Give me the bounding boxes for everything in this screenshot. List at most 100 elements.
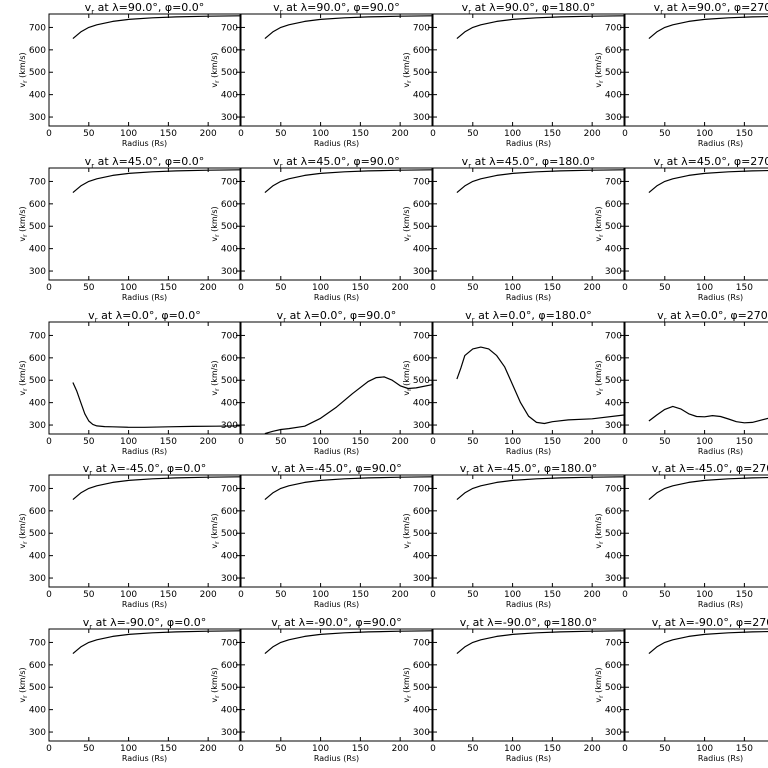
x-axis-label: Radius (Rs) <box>314 754 359 763</box>
y-axis-label: vr (km/s) <box>594 513 605 548</box>
panel-title: vr at λ=90.0°, φ=180.0° <box>462 1 596 16</box>
panel-9: vr at λ=0.0°, φ=0.0° 0 50 100 150 200 300 400 50… <box>18 309 241 456</box>
x-tick-label: 50 <box>83 744 95 754</box>
x-tick-label: 150 <box>160 590 177 600</box>
x-tick-label: 200 <box>392 744 409 754</box>
panel-title: vr at λ=45.0°, φ=90.0° <box>273 155 400 170</box>
panel-title: vr at λ=-45.0°, φ=270.0° <box>652 462 768 477</box>
y-tick-label: 500 <box>221 222 238 232</box>
y-tick-label: 300 <box>29 728 46 738</box>
y-tick-label: 500 <box>221 376 238 386</box>
y-tick-label: 500 <box>29 683 46 693</box>
x-tick-label: 50 <box>659 437 671 447</box>
x-tick-label: 50 <box>659 590 671 600</box>
panel-17: vr at λ=-90.0°, φ=0.0° 0 50 100 150 200 300 400… <box>18 616 241 763</box>
y-tick-label: 600 <box>29 661 46 671</box>
x-axis-label: Radius (Rs) <box>506 293 551 302</box>
x-tick-label: 150 <box>160 129 177 139</box>
series-line <box>456 15 625 40</box>
plot-frame <box>432 474 625 588</box>
x-axis-label: Radius (Rs) <box>122 139 167 148</box>
plot-frame <box>432 321 625 435</box>
panel-2: vr at λ=90.0°, φ=90.0° 0 50 100 150 200 300 400… <box>210 1 433 148</box>
x-axis-label: Radius (Rs) <box>314 139 359 148</box>
x-tick-label: 200 <box>200 283 217 293</box>
y-tick-label: 600 <box>605 661 622 671</box>
y-tick-label: 600 <box>605 46 622 56</box>
plot-frame <box>240 474 433 588</box>
x-tick-label: 100 <box>696 590 713 600</box>
x-axis-label: Radius (Rs) <box>314 600 359 609</box>
y-axis-label: vr (km/s) <box>18 206 29 241</box>
y-tick-label: 600 <box>605 200 622 210</box>
series-line <box>648 169 768 194</box>
y-tick-label: 600 <box>413 200 430 210</box>
series-line <box>648 405 768 424</box>
x-axis-label: Radius (Rs) <box>698 447 743 456</box>
x-tick-label: 100 <box>504 283 521 293</box>
x-tick-label: 0 <box>46 437 52 447</box>
y-tick-label: 700 <box>605 638 622 648</box>
panel-11: vr at λ=0.0°, φ=180.0° 0 50 100 150 200 300 400… <box>402 309 625 456</box>
x-tick-label: 100 <box>120 129 137 139</box>
x-axis-label: Radius (Rs) <box>122 447 167 456</box>
x-tick-label: 50 <box>659 129 671 139</box>
plot-frame <box>624 321 768 435</box>
y-tick-label: 500 <box>605 529 622 539</box>
x-tick-label: 200 <box>392 437 409 447</box>
y-tick-label: 400 <box>29 91 46 101</box>
x-axis-label: Radius (Rs) <box>698 293 743 302</box>
x-tick-label: 200 <box>584 129 601 139</box>
x-tick-label: 50 <box>275 437 287 447</box>
y-tick-label: 700 <box>605 331 622 341</box>
x-tick-label: 50 <box>275 129 287 139</box>
x-tick-label: 100 <box>696 744 713 754</box>
y-axis-label: vr (km/s) <box>18 360 29 395</box>
y-tick-label: 700 <box>605 23 622 33</box>
panel-title: vr at λ=90.0°, φ=0.0° <box>85 1 205 16</box>
y-tick-label: 500 <box>605 683 622 693</box>
series-line <box>648 630 768 655</box>
y-tick-label: 700 <box>413 23 430 33</box>
y-tick-label: 700 <box>29 484 46 494</box>
y-tick-label: 300 <box>605 574 622 584</box>
y-tick-label: 300 <box>413 113 430 123</box>
x-tick-label: 150 <box>736 129 753 139</box>
x-tick-label: 200 <box>584 590 601 600</box>
x-tick-label: 150 <box>352 437 369 447</box>
y-tick-label: 500 <box>413 376 430 386</box>
panel-title: vr at λ=-90.0°, φ=90.0° <box>271 616 402 631</box>
x-tick-label: 0 <box>622 283 628 293</box>
series-line <box>264 169 433 194</box>
panel-15: vr at λ=-45.0°, φ=180.0° 0 50 100 150 200 300 4… <box>402 462 625 609</box>
series-line <box>72 15 241 40</box>
x-tick-label: 150 <box>736 283 753 293</box>
x-axis-label: Radius (Rs) <box>698 754 743 763</box>
x-tick-label: 100 <box>696 283 713 293</box>
y-tick-label: 400 <box>29 245 46 255</box>
y-tick-label: 500 <box>413 683 430 693</box>
panel-12: vr at λ=0.0°, φ=270.0°050100150200300400… <box>594 309 768 456</box>
series-line <box>264 630 433 655</box>
panel-title: vr at λ=-45.0°, φ=0.0° <box>83 462 207 477</box>
y-tick-label: 400 <box>413 245 430 255</box>
x-tick-label: 150 <box>160 744 177 754</box>
y-axis-label: vr (km/s) <box>594 206 605 241</box>
plot-frame <box>624 167 768 281</box>
plot-frame <box>48 474 241 588</box>
x-tick-label: 150 <box>736 590 753 600</box>
y-tick-label: 400 <box>605 552 622 562</box>
x-tick-label: 200 <box>584 437 601 447</box>
x-tick-label: 100 <box>312 129 329 139</box>
panel-10: vr at λ=0.0°, φ=90.0° 0 50 100 150 200 300 400 5… <box>210 309 433 456</box>
x-tick-label: 0 <box>622 590 628 600</box>
y-axis-label: vr (km/s) <box>402 360 413 395</box>
x-tick-label: 0 <box>430 590 436 600</box>
y-tick-label: 700 <box>221 23 238 33</box>
series-line <box>648 15 768 40</box>
x-tick-label: 0 <box>622 437 628 447</box>
panel-title: vr at λ=90.0°, φ=270.0° <box>654 1 768 16</box>
y-tick-label: 300 <box>605 728 622 738</box>
x-tick-label: 0 <box>46 283 52 293</box>
